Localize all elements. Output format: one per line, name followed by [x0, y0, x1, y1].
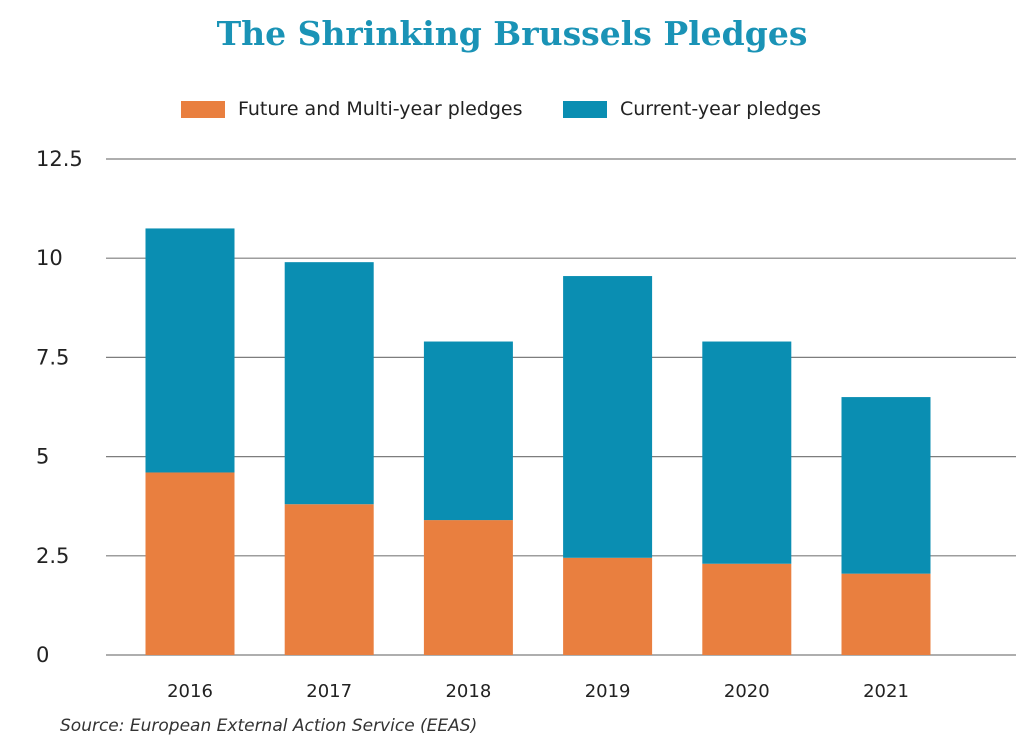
- legend-swatch-current: [563, 100, 607, 118]
- x-tick-label: 2018: [445, 681, 491, 702]
- x-tick-label: 2016: [167, 681, 213, 702]
- bar-segment-future-2019: [563, 557, 653, 655]
- y-tick-label: 12.5: [36, 147, 83, 171]
- y-tick-label: 5: [36, 445, 49, 469]
- y-tick-label: 2.5: [36, 544, 69, 568]
- chart-title: The Shrinking Brussels Pledges: [216, 14, 808, 53]
- legend: Future and Multi-year pledges Current-ye…: [0, 96, 1024, 122]
- x-tick-label: 2017: [306, 681, 352, 702]
- legend-label-current: Current-year pledges: [620, 98, 822, 120]
- bar-segment-future-2018: [423, 520, 513, 655]
- bar-segment-current-2019: [563, 276, 653, 558]
- bar-segment-future-2016: [145, 472, 235, 655]
- x-tick-label: 2021: [863, 681, 909, 702]
- y-tick-label: 0: [36, 643, 49, 667]
- x-tick-label: 2019: [585, 681, 631, 702]
- bar-segment-current-2021: [841, 397, 931, 574]
- x-tick-label: 2020: [724, 681, 770, 702]
- bar-segment-future-2021: [841, 573, 931, 655]
- bar-segment-current-2020: [702, 341, 792, 564]
- legend-swatch-future: [181, 100, 225, 118]
- legend-item-future: Future and Multi-year pledges: [181, 96, 522, 122]
- legend-item-current: Current-year pledges: [563, 96, 821, 122]
- bar-segment-current-2017: [284, 262, 374, 505]
- y-tick-label: 10: [36, 246, 63, 270]
- y-tick-label: 7.5: [36, 345, 69, 369]
- bar-segment-current-2016: [145, 228, 235, 473]
- legend-label-future: Future and Multi-year pledges: [238, 98, 523, 120]
- bar-segment-future-2017: [284, 504, 374, 655]
- bar-segment-current-2018: [423, 341, 513, 521]
- bar-segment-future-2020: [702, 563, 792, 655]
- source-note: Source: European External Action Service…: [60, 716, 478, 736]
